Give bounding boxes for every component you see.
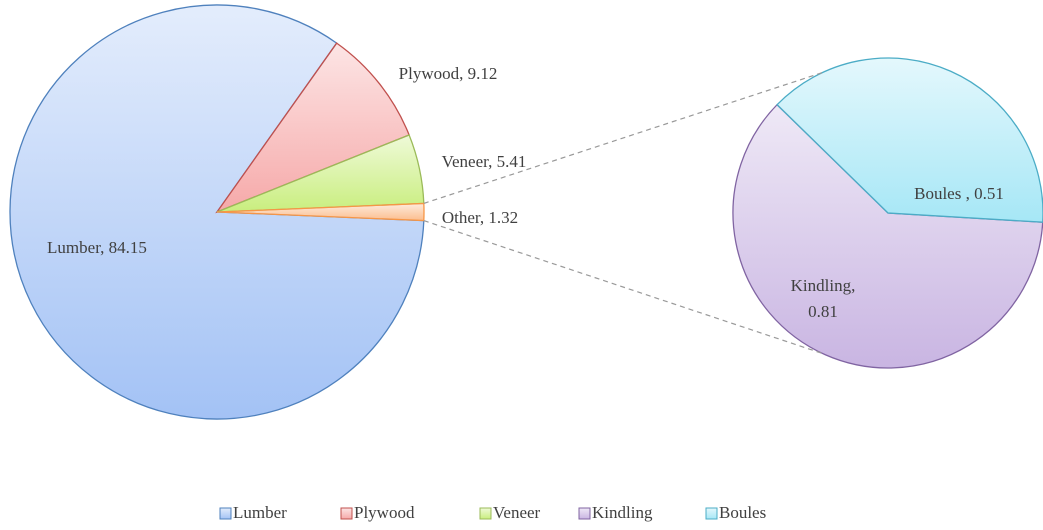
data-label-line: Kindling,: [791, 276, 856, 295]
legend-swatch: [479, 507, 492, 520]
legend-label: Veneer: [493, 503, 541, 522]
data-label: Plywood, 9.12: [399, 64, 498, 83]
legend-swatch: [578, 507, 591, 520]
pie-slice: [776, 57, 1043, 223]
data-label: Other, 1.32: [442, 208, 518, 227]
data-label: Kindling, 0.81: [791, 276, 856, 321]
connector-line: [423, 71, 823, 204]
legend-swatch: [219, 507, 232, 520]
data-label: Lumber, 84.15: [47, 238, 147, 257]
legend-label: Boules: [719, 503, 766, 522]
legend-swatch: [340, 507, 353, 520]
pie-slice: [215, 42, 410, 214]
connector-line: [423, 220, 823, 355]
legend-label: Kindling: [592, 503, 653, 522]
data-label-line: 0.81: [808, 302, 838, 321]
data-label: Boules , 0.51: [914, 184, 1004, 203]
legend-label: Lumber: [233, 503, 287, 522]
legend: Lumber Plywood Veneer Kindling Boules: [219, 503, 766, 522]
data-label: Veneer, 5.41: [442, 152, 527, 171]
legend-swatch: [705, 507, 718, 520]
legend-label: Plywood: [354, 503, 415, 522]
pie-slice: [216, 202, 425, 222]
pie-slice: [732, 103, 1043, 369]
